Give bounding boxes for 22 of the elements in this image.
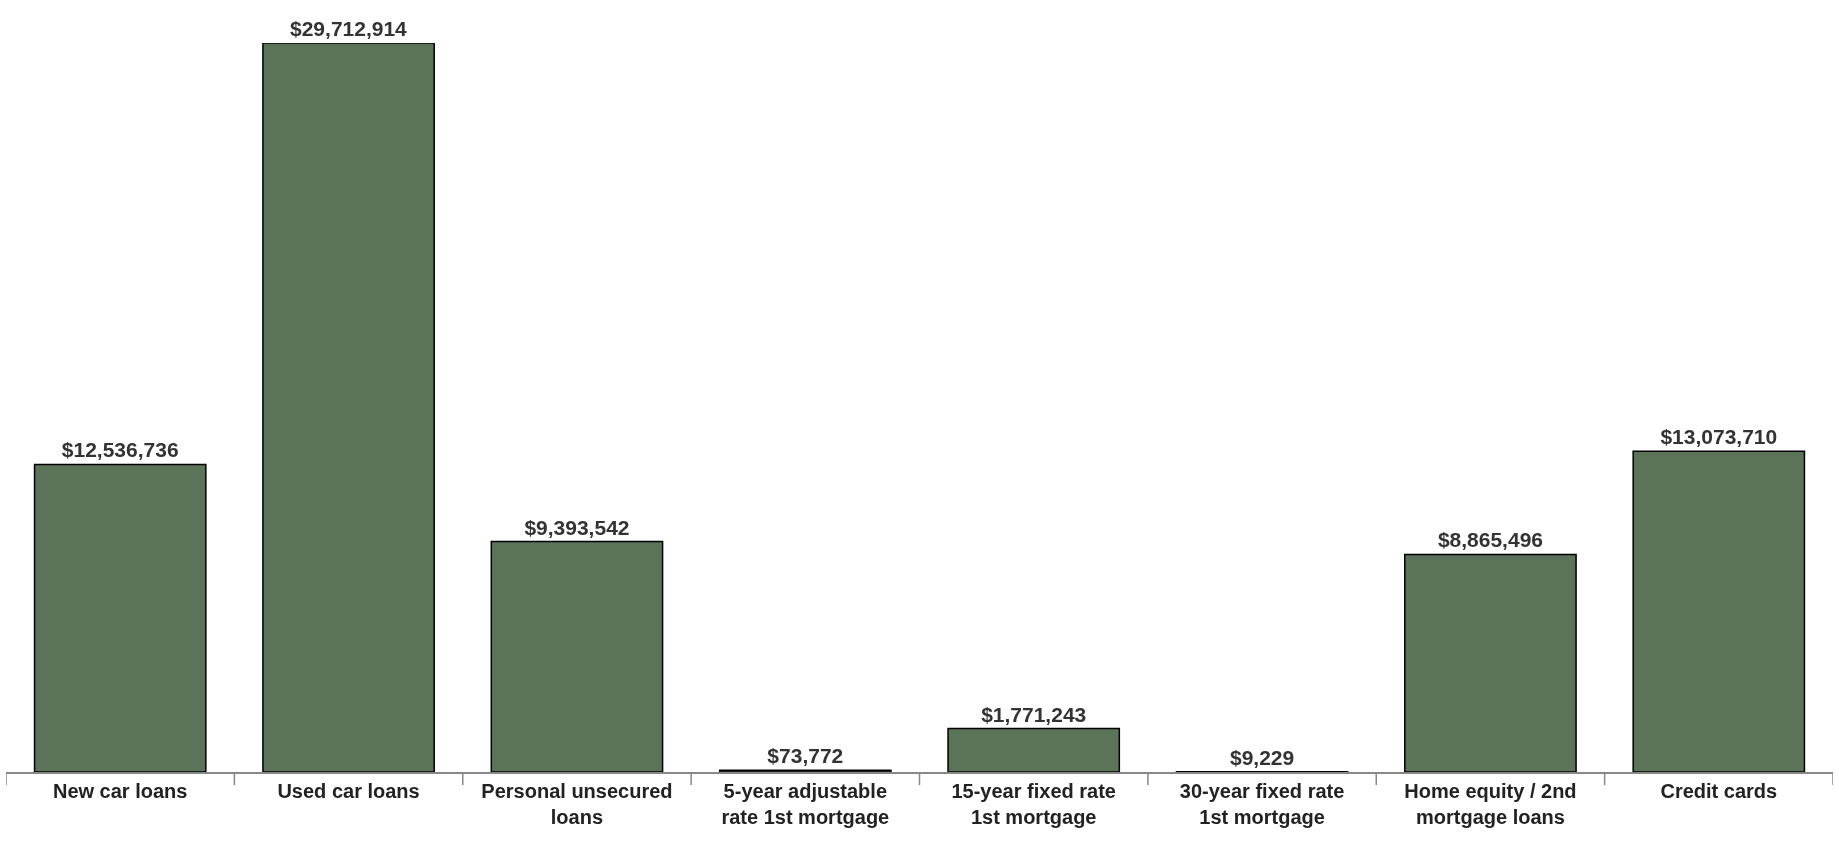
data-label: $29,712,914	[290, 17, 408, 40]
bar	[947, 727, 1121, 772]
bar	[33, 463, 207, 772]
x-tick-label: Personal unsecured loans	[481, 779, 673, 828]
x-tick-label: Home equity / 2nd mortgage loans	[1404, 779, 1577, 828]
x-tick-label: 30-year fixed rate 1st mortgage	[1179, 779, 1345, 828]
x-tick-label: New car loans	[52, 779, 188, 802]
bar	[490, 540, 664, 772]
bar	[1632, 450, 1806, 772]
data-label: $8,865,496	[1437, 528, 1543, 552]
data-label: $12,536,736	[61, 438, 179, 462]
bar	[262, 43, 435, 772]
data-label: $9,393,542	[524, 515, 630, 539]
x-tick-label: 15-year fixed rate 1st mortgage	[951, 779, 1116, 828]
x-tick-label: Credit cards	[1660, 779, 1778, 802]
x-tick-label: Used car loans	[277, 779, 420, 802]
data-label: $9,229	[1229, 745, 1295, 769]
data-label: $1,771,243	[981, 702, 1087, 726]
bar	[1404, 553, 1577, 772]
data-label: $73,772	[767, 744, 844, 768]
data-label: $13,073,710	[1660, 425, 1778, 449]
x-tick-label: 5-year adjustable rate 1st mortgage	[721, 779, 890, 828]
